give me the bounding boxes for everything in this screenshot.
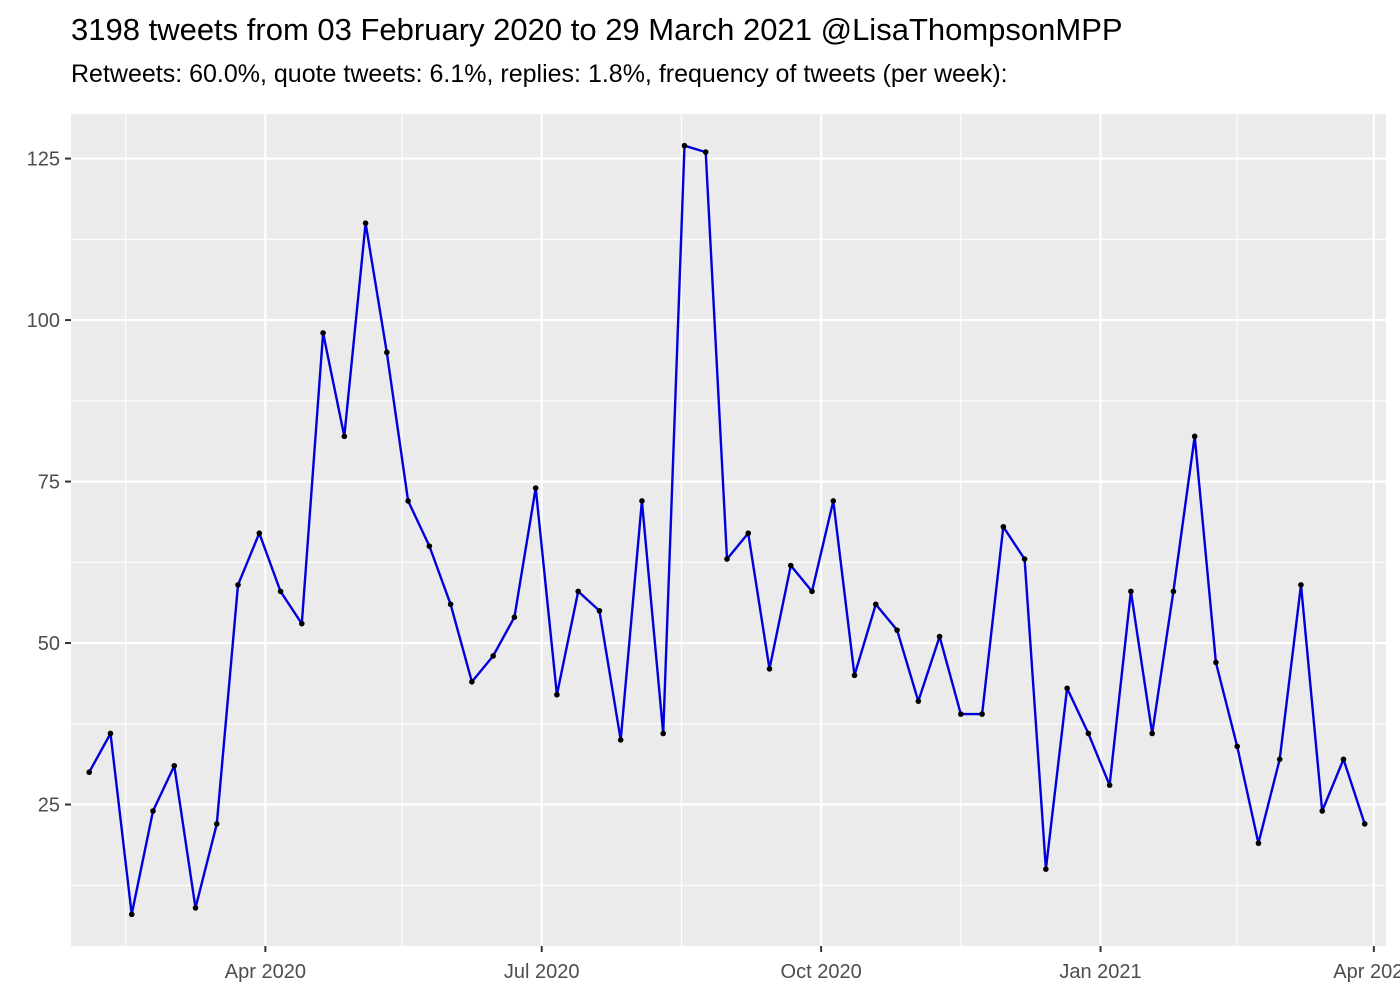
x-tick-label: Apr 2020 <box>225 961 306 983</box>
data-point <box>639 498 645 504</box>
y-tick-label: 50 <box>38 633 60 655</box>
data-point <box>958 711 964 717</box>
data-point <box>1276 756 1283 763</box>
chart-subtitle: Retweets: 60.0%, quote tweets: 6.1%, rep… <box>71 60 1008 88</box>
x-tick-label: Jan 2021 <box>1059 961 1141 983</box>
data-point <box>86 769 93 776</box>
data-point <box>1361 821 1368 827</box>
data-point <box>1298 582 1304 588</box>
data-point <box>213 821 220 827</box>
data-point <box>1064 685 1070 692</box>
data-point <box>1106 782 1113 788</box>
data-point <box>660 730 667 737</box>
x-tick-label: Jul 2020 <box>504 961 580 983</box>
chart-title: 3198 tweets from 03 February 2020 to 29 … <box>71 12 1123 47</box>
data-point <box>979 711 985 717</box>
data-point <box>809 588 815 595</box>
data-point <box>320 330 326 336</box>
data-point <box>1213 659 1219 666</box>
data-point <box>1085 730 1092 737</box>
data-point <box>362 220 369 226</box>
data-point <box>554 691 560 698</box>
data-point <box>872 601 879 608</box>
data-point <box>1319 808 1326 814</box>
data-point <box>107 730 114 737</box>
data-point <box>830 498 837 504</box>
data-point <box>1234 743 1240 750</box>
data-point <box>1340 756 1347 763</box>
data-point <box>1191 433 1198 440</box>
data-point <box>1021 556 1028 562</box>
data-point <box>192 905 199 911</box>
data-point <box>469 679 475 685</box>
data-point <box>1128 588 1134 595</box>
data-point <box>277 588 284 595</box>
data-point <box>511 614 518 621</box>
x-tick-label: Apr 2021 <box>1333 961 1400 983</box>
data-point <box>766 666 773 672</box>
y-tick-label: 25 <box>38 795 60 817</box>
y-tick-label: 125 <box>27 149 60 171</box>
data-point <box>1255 840 1262 847</box>
data-point <box>426 543 433 549</box>
data-point <box>256 530 263 537</box>
data-point <box>787 562 794 569</box>
data-point <box>447 601 454 608</box>
y-tick-label: 75 <box>38 472 60 494</box>
data-point <box>915 698 922 704</box>
data-point <box>1043 866 1049 872</box>
data-point <box>490 653 496 659</box>
data-point <box>299 620 305 627</box>
data-point <box>745 530 752 537</box>
data-point <box>702 149 709 155</box>
data-point <box>617 737 624 743</box>
data-point <box>128 911 135 918</box>
data-point <box>405 498 411 504</box>
data-point <box>171 762 178 769</box>
data-point <box>1149 730 1155 737</box>
data-point <box>575 588 581 595</box>
data-point <box>341 433 348 440</box>
data-point <box>724 556 730 562</box>
data-point <box>1170 588 1177 595</box>
data-point <box>596 607 603 614</box>
data-point <box>851 672 858 679</box>
data-point <box>384 349 390 356</box>
data-point <box>936 633 943 640</box>
data-point <box>894 627 900 633</box>
data-point <box>681 142 688 149</box>
plot-panel <box>71 114 1386 946</box>
data-point <box>235 582 241 588</box>
x-tick-label: Oct 2020 <box>781 961 862 983</box>
data-point <box>1000 523 1007 530</box>
y-tick-label: 100 <box>27 310 60 332</box>
data-point <box>532 485 539 491</box>
data-point <box>150 808 156 814</box>
